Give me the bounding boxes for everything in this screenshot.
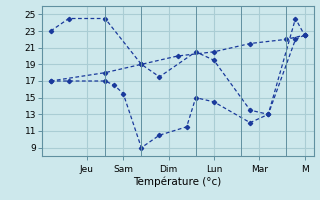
X-axis label: Température (°c): Température (°c) xyxy=(133,177,222,187)
